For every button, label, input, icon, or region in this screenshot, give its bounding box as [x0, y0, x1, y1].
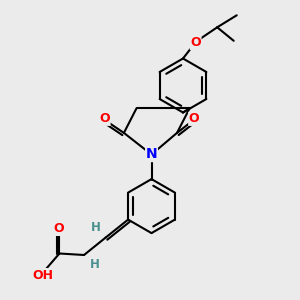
Text: H: H	[90, 258, 100, 271]
Text: O: O	[190, 36, 201, 50]
Text: O: O	[99, 112, 110, 125]
Text: O: O	[53, 222, 64, 236]
Text: OH: OH	[32, 268, 53, 282]
Text: N: N	[146, 148, 157, 161]
Text: H: H	[91, 220, 101, 234]
Text: O: O	[189, 112, 200, 125]
